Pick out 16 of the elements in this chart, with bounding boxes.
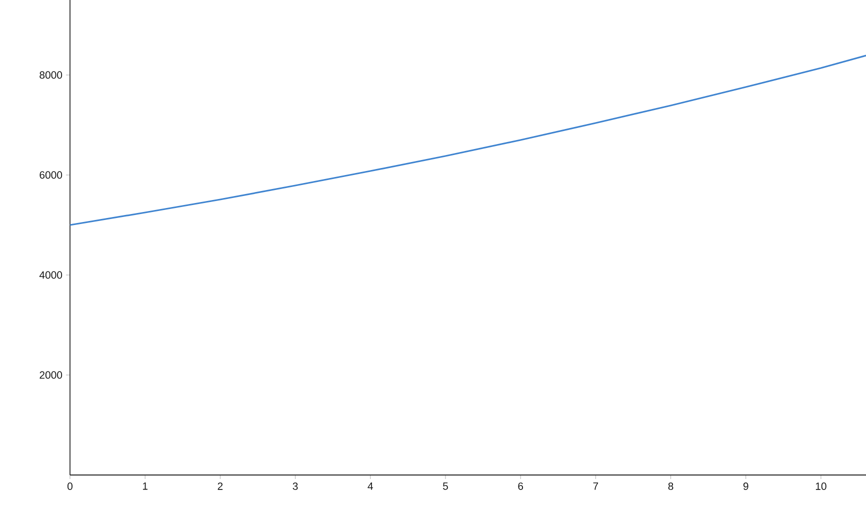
x-tick-label: 10 — [816, 482, 826, 490]
y-tick-label: 2000 — [40, 371, 62, 379]
x-tick-label: 9 — [743, 482, 748, 490]
y-tick-label: 6000 — [40, 171, 62, 179]
y-tick-label: 4000 — [39, 271, 62, 279]
line-series — [69, 54, 866, 226]
x-tick-label: 2 — [218, 482, 223, 490]
x-tick-label: 3 — [292, 482, 298, 490]
x-tick-label: 7 — [593, 482, 598, 490]
x-tick-label: 0 — [67, 482, 72, 490]
x-tick-label: 4 — [368, 482, 373, 490]
x-tick-label: 8 — [668, 482, 674, 490]
y-tick-label: 8000 — [40, 71, 62, 79]
x-tick-label: 6 — [518, 482, 524, 490]
x-tick-label: 5 — [442, 482, 448, 490]
x-tick-label: 1 — [142, 482, 148, 490]
